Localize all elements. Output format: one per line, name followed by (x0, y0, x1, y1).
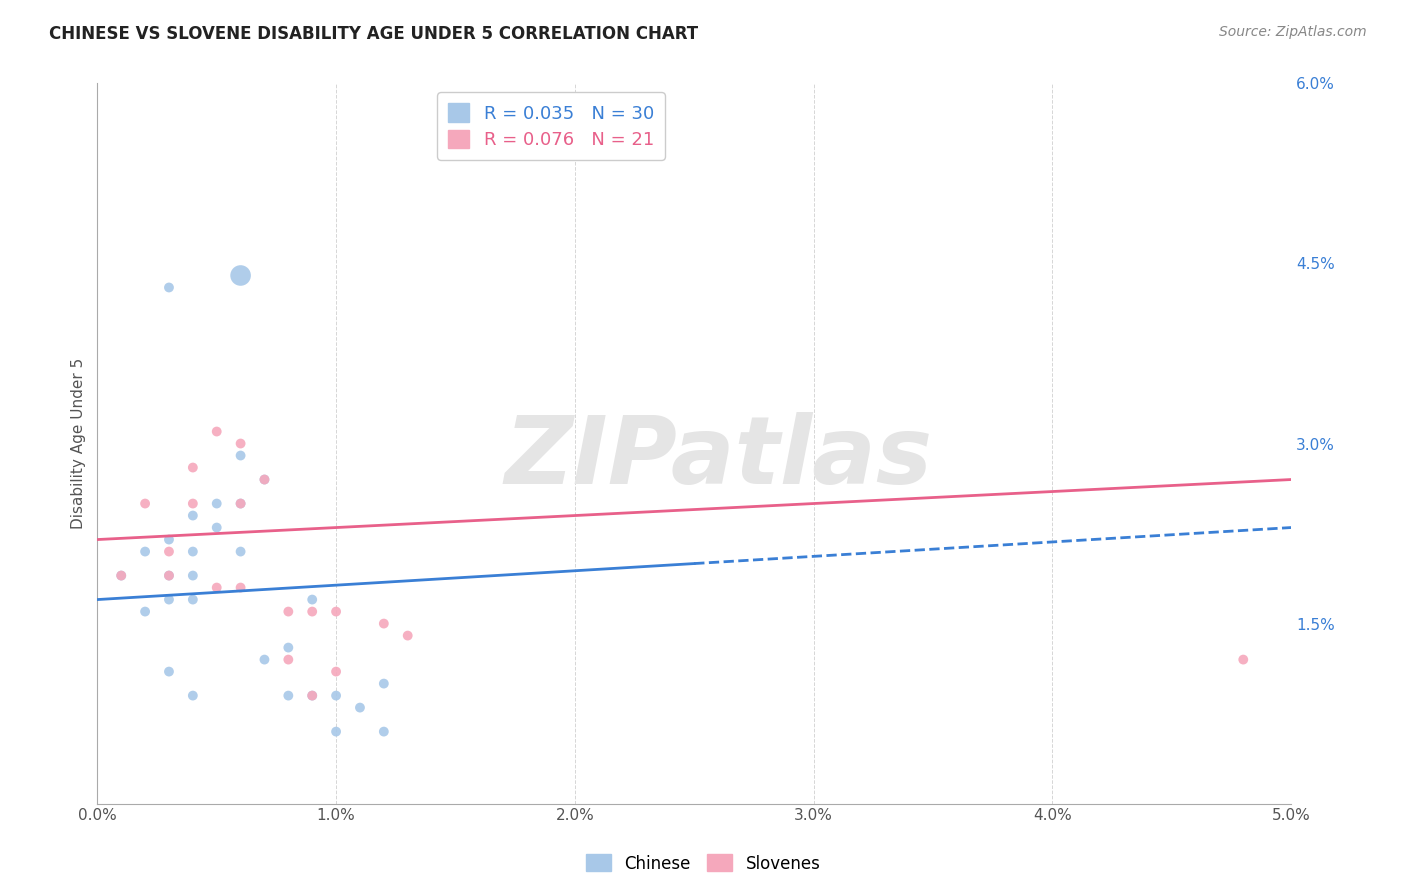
Point (229, 581, 252, 595)
Point (277, 689, 299, 703)
Point (229, 544, 252, 558)
Y-axis label: Disability Age Under 5: Disability Age Under 5 (72, 358, 86, 529)
Point (301, 592, 323, 607)
Point (253, 473, 276, 487)
Point (157, 568, 180, 582)
Point (181, 508, 204, 523)
Point (157, 533, 180, 547)
Point (181, 592, 204, 607)
Point (181, 497, 204, 511)
Point (181, 568, 204, 582)
Point (373, 616, 395, 631)
Point (325, 605, 347, 619)
Point (301, 689, 323, 703)
Point (229, 497, 252, 511)
Point (134, 497, 156, 511)
Point (277, 640, 299, 655)
Point (229, 436, 252, 450)
Point (110, 568, 132, 582)
Point (349, 700, 371, 714)
Legend: Chinese, Slovenes: Chinese, Slovenes (579, 847, 827, 880)
Point (229, 449, 252, 463)
Point (277, 652, 299, 666)
Point (325, 665, 347, 679)
Point (277, 605, 299, 619)
Legend: R = 0.035   N = 30, R = 0.076   N = 21: R = 0.035 N = 30, R = 0.076 N = 21 (437, 93, 665, 160)
Point (325, 724, 347, 739)
Point (157, 280, 180, 294)
Point (181, 689, 204, 703)
Point (229, 497, 252, 511)
Text: ZIPatlas: ZIPatlas (503, 412, 932, 504)
Point (205, 497, 228, 511)
Point (229, 268, 252, 283)
Point (181, 460, 204, 475)
Point (301, 605, 323, 619)
Point (253, 473, 276, 487)
Point (157, 592, 180, 607)
Point (157, 665, 180, 679)
Point (134, 544, 156, 558)
Point (205, 425, 228, 439)
Text: CHINESE VS SLOVENE DISABILITY AGE UNDER 5 CORRELATION CHART: CHINESE VS SLOVENE DISABILITY AGE UNDER … (49, 25, 699, 43)
Point (396, 629, 419, 643)
Point (205, 581, 228, 595)
Point (134, 605, 156, 619)
Point (325, 689, 347, 703)
Point (373, 724, 395, 739)
Point (205, 520, 228, 534)
Point (157, 544, 180, 558)
Text: Source: ZipAtlas.com: Source: ZipAtlas.com (1219, 25, 1367, 39)
Point (253, 652, 276, 666)
Point (110, 568, 132, 582)
Point (157, 568, 180, 582)
Point (373, 676, 395, 690)
Point (181, 544, 204, 558)
Point (301, 689, 323, 703)
Point (1232, 652, 1254, 666)
